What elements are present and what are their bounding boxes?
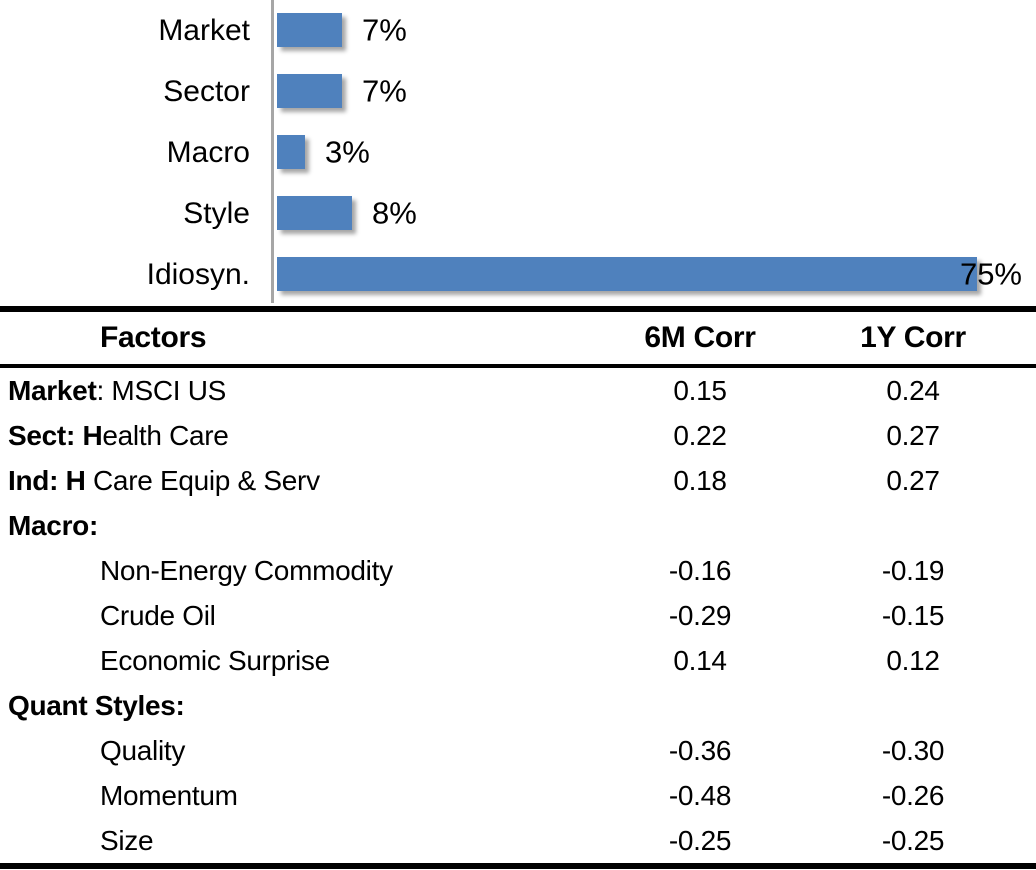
factor-cell: Quality xyxy=(100,734,186,766)
chart-category-label: Idiosyn. xyxy=(146,257,250,291)
factor-cell: Crude Oil xyxy=(100,599,216,631)
corr-6m-cell: 0.18 xyxy=(673,464,727,496)
chart-bar: 3% xyxy=(277,135,370,169)
chart-category-label: Market xyxy=(158,13,250,47)
corr-1y-cell: 0.27 xyxy=(886,419,940,451)
corr-6m-cell: -0.48 xyxy=(668,779,732,811)
corr-6m-cell: 0.14 xyxy=(673,644,727,676)
header-1y-corr: 1Y Corr xyxy=(860,321,966,354)
corr-1y-cell: -0.30 xyxy=(881,734,945,766)
chart-bar: 8% xyxy=(277,196,417,230)
risk-decomposition-bar-chart: Market 7% Sector 7% Macro 3% Style 8% Id… xyxy=(0,0,1036,306)
table-row: Macro: xyxy=(0,503,1036,548)
corr-6m-cell: -0.25 xyxy=(668,824,732,856)
chart-category-label: Style xyxy=(183,196,250,230)
corr-1y-cell: -0.19 xyxy=(881,554,945,586)
chart-row: Style 8% xyxy=(0,183,1036,244)
chart-row: Macro 3% xyxy=(0,122,1036,183)
table-row: Non-Energy Commodity -0.16 -0.19 xyxy=(0,548,1036,593)
chart-value-label: 75% xyxy=(959,256,1022,292)
corr-1y-cell: -0.15 xyxy=(881,599,945,631)
corr-6m-cell: 0.22 xyxy=(673,419,727,451)
corr-1y-cell: 0.12 xyxy=(886,644,940,676)
chart-bar: 7% xyxy=(277,74,407,108)
chart-vertical-axis-line xyxy=(271,0,274,303)
chart-value-label: 8% xyxy=(372,195,417,231)
chart-plot-area: Market 7% Sector 7% Macro 3% Style 8% Id… xyxy=(0,0,1036,306)
factor-cell: Non-Energy Commodity xyxy=(100,554,393,586)
corr-6m-cell: -0.16 xyxy=(668,554,732,586)
factor-cell: Ind: H Care Equip & Serv xyxy=(8,464,320,496)
factor-correlation-table: Factors 6M Corr 1Y Corr Market: MSCI US … xyxy=(0,306,1036,869)
factor-cell: Sect: Health Care xyxy=(8,419,229,451)
chart-row: Idiosyn. 75% xyxy=(0,244,1036,305)
table-header-row: Factors 6M Corr 1Y Corr xyxy=(0,312,1036,368)
chart-bar: 7% xyxy=(277,13,407,47)
header-factors: Factors xyxy=(100,321,207,354)
table-body: Market: MSCI US 0.15 0.24 Sect: Health C… xyxy=(0,368,1036,863)
factor-cell: Size xyxy=(100,824,154,856)
chart-row: Market 7% xyxy=(0,0,1036,61)
table-row: Momentum -0.48 -0.26 xyxy=(0,773,1036,818)
corr-6m-cell: 0.15 xyxy=(673,374,727,406)
factor-cell: Macro: xyxy=(8,509,98,541)
corr-6m-cell: -0.29 xyxy=(668,599,732,631)
chart-value-label: 7% xyxy=(362,73,407,109)
factor-cell: Quant Styles: xyxy=(8,689,185,721)
chart-value-label: 7% xyxy=(362,12,407,48)
table-row: Quant Styles: xyxy=(0,683,1036,728)
corr-1y-cell: -0.25 xyxy=(881,824,945,856)
factor-cell: Momentum xyxy=(100,779,238,811)
chart-bar: 75% xyxy=(277,257,1022,291)
header-6m-corr: 6M Corr xyxy=(644,321,756,354)
table-row: Size -0.25 -0.25 xyxy=(0,818,1036,863)
corr-1y-cell: 0.24 xyxy=(886,374,940,406)
factor-cell: Economic Surprise xyxy=(100,644,330,676)
table-row: Sect: Health Care 0.22 0.27 xyxy=(0,413,1036,458)
table-row: Quality -0.36 -0.30 xyxy=(0,728,1036,773)
chart-category-label: Sector xyxy=(163,74,250,108)
chart-category-label: Macro xyxy=(166,135,250,169)
corr-1y-cell: 0.27 xyxy=(886,464,940,496)
corr-1y-cell: -0.26 xyxy=(881,779,945,811)
table-row: Ind: H Care Equip & Serv 0.18 0.27 xyxy=(0,458,1036,503)
table-row: Market: MSCI US 0.15 0.24 xyxy=(0,368,1036,413)
chart-row: Sector 7% xyxy=(0,61,1036,122)
table-row: Economic Surprise 0.14 0.12 xyxy=(0,638,1036,683)
factor-cell: Market: MSCI US xyxy=(8,374,227,406)
table-row: Crude Oil -0.29 -0.15 xyxy=(0,593,1036,638)
chart-value-label: 3% xyxy=(325,134,370,170)
corr-6m-cell: -0.36 xyxy=(668,734,732,766)
